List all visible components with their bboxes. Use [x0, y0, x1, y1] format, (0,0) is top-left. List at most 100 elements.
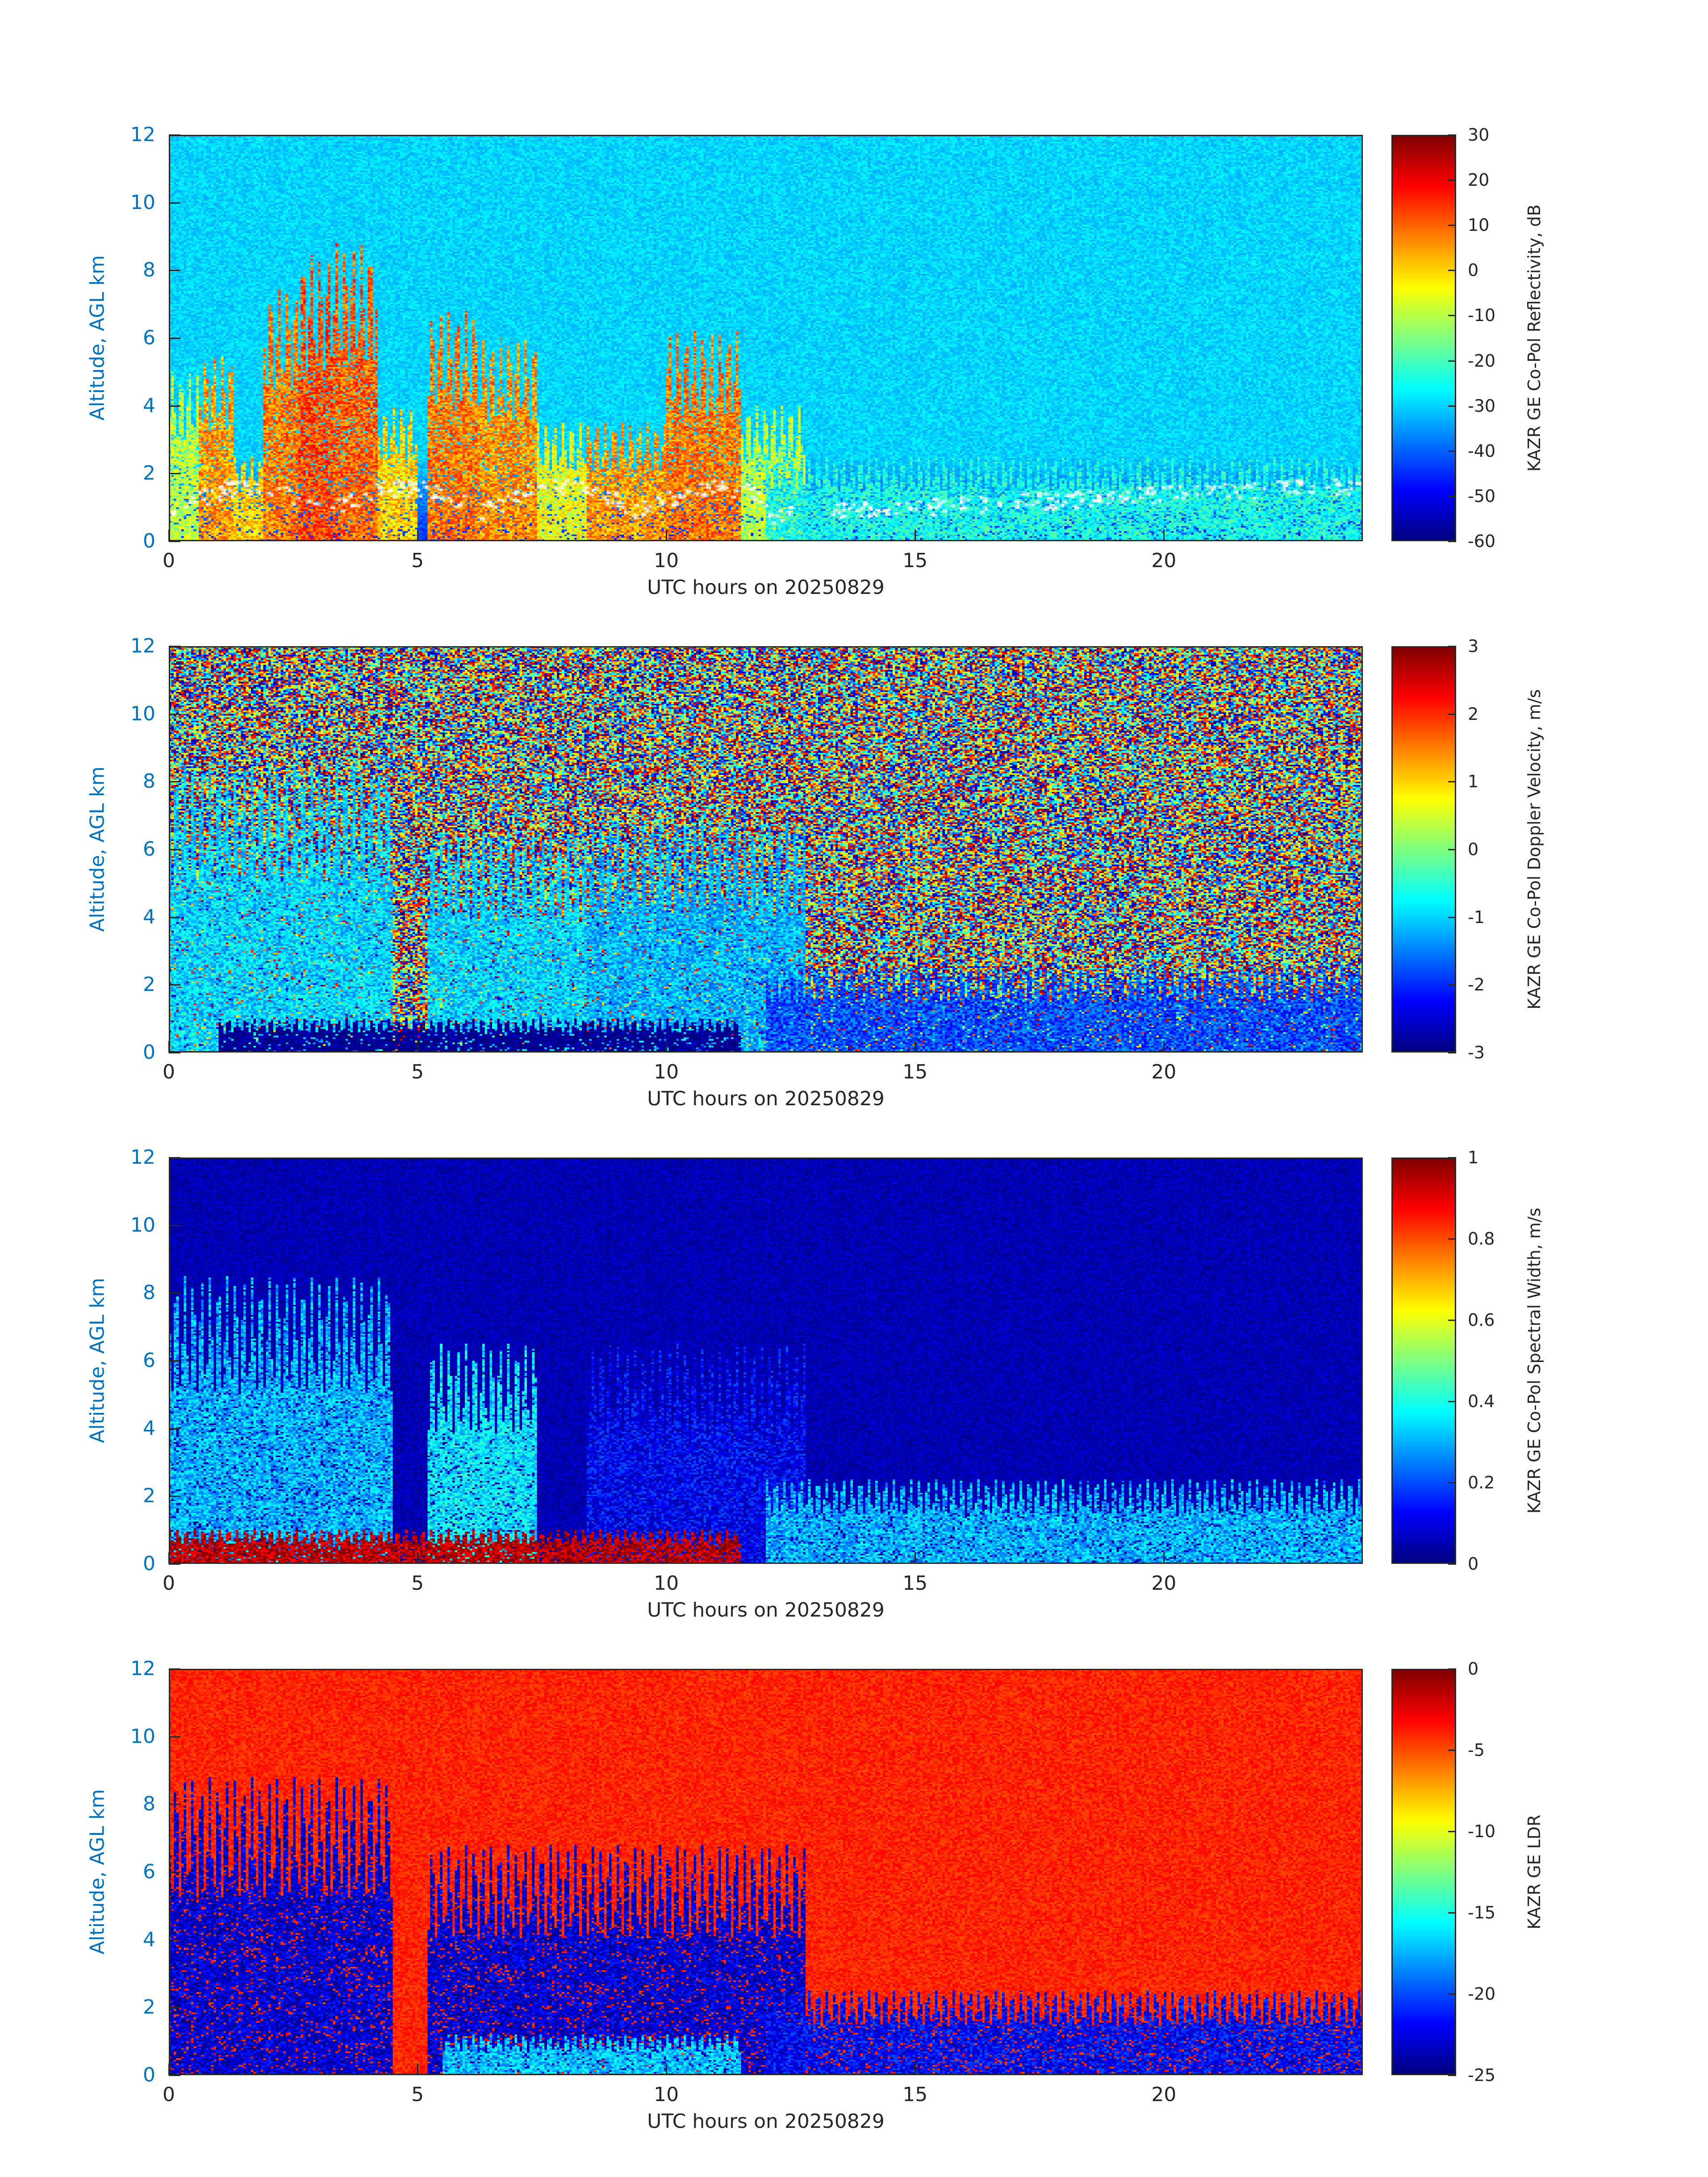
x-tick-label: 0	[163, 1061, 175, 1083]
y-tick-label: 12	[130, 635, 155, 657]
y-tick-mark	[169, 202, 180, 204]
x-tick-mark	[1163, 530, 1165, 541]
x-tick-mark	[1163, 2064, 1165, 2075]
x-tick-label: 0	[163, 549, 175, 572]
x-tick-mark	[417, 530, 419, 541]
colorbar-tick-label: 0	[1468, 1659, 1479, 1679]
x-tick-mark	[417, 1552, 419, 1564]
heatmap-image	[169, 1669, 1363, 2075]
x-tick-label: 0	[163, 1572, 175, 1595]
colorbar	[1391, 646, 1456, 1053]
y-tick-mark	[169, 1668, 180, 1670]
colorbar-tick-label: 0	[1468, 260, 1479, 280]
y-tick-label: 4	[143, 394, 155, 417]
colorbar	[1391, 1157, 1456, 1564]
x-tick-label: 15	[902, 549, 928, 572]
x-tick-mark	[417, 1041, 419, 1053]
colorbar-tick-label: -60	[1468, 531, 1496, 551]
colorbar-tick-mark	[1448, 916, 1456, 918]
colorbar-tick-label: 0	[1468, 840, 1479, 859]
y-tick-mark	[169, 1496, 180, 1497]
y-tick-label: 4	[143, 905, 155, 928]
y-tick-mark	[169, 1563, 180, 1565]
y-tick-mark	[169, 2075, 180, 2076]
colorbar-tick-mark	[1448, 849, 1456, 850]
colorbar-tick-mark	[1448, 1993, 1456, 1995]
colorbar-tick-mark	[1448, 405, 1456, 407]
colorbar-tick-mark	[1448, 450, 1456, 452]
x-tick-label: 15	[902, 2083, 928, 2106]
x-tick-mark	[915, 2064, 916, 2075]
x-tick-mark	[168, 1041, 170, 1053]
y-tick-mark	[169, 1736, 180, 1738]
colorbar-tick-label: -10	[1468, 1822, 1496, 1841]
x-tick-label: 20	[1151, 1572, 1177, 1595]
y-tick-label: 10	[130, 1725, 155, 1748]
y-tick-mark	[169, 2007, 180, 2009]
x-tick-mark	[1163, 1552, 1165, 1564]
colorbar-tick-label: -50	[1468, 486, 1496, 506]
colorbar-tick-mark	[1448, 1668, 1456, 1670]
colorbar-tick-label: 30	[1468, 125, 1490, 145]
colorbar-tick-mark	[1448, 713, 1456, 715]
y-tick-mark	[169, 473, 180, 475]
heatmap-image	[169, 1157, 1363, 1564]
colorbar-tick-mark	[1448, 495, 1456, 497]
y-tick-label: 6	[143, 838, 155, 861]
x-tick-mark	[666, 1041, 668, 1053]
x-tick-mark	[915, 1041, 916, 1053]
y-tick-mark	[169, 338, 180, 339]
colorbar-tick-mark	[1448, 360, 1456, 362]
y-tick-label: 0	[143, 1041, 155, 1064]
y-tick-mark	[169, 405, 180, 407]
y-tick-mark	[169, 1157, 180, 1158]
x-tick-mark	[168, 2064, 170, 2075]
y-tick-label: 10	[130, 191, 155, 214]
y-tick-mark	[169, 134, 180, 136]
x-axis-label: UTC hours on 20250829	[647, 1599, 885, 1621]
colorbar-tick-label: -20	[1468, 1984, 1496, 2004]
x-axis-label: UTC hours on 20250829	[647, 2110, 885, 2133]
y-tick-label: 0	[143, 530, 155, 552]
colorbar-tick-mark	[1448, 1052, 1456, 1053]
y-tick-label: 8	[143, 259, 155, 282]
colorbar	[1391, 135, 1456, 541]
colorbar-tick-mark	[1448, 315, 1456, 317]
colorbar-tick-label: -30	[1468, 396, 1496, 416]
y-tick-label: 2	[143, 1484, 155, 1508]
x-tick-label: 5	[411, 549, 424, 572]
y-tick-label: 10	[130, 702, 155, 725]
y-tick-mark	[169, 1360, 180, 1362]
colorbar-tick-label: 0.2	[1468, 1473, 1495, 1492]
x-tick-mark	[915, 1552, 916, 1564]
y-tick-mark	[169, 984, 180, 986]
x-tick-label: 5	[411, 1572, 424, 1595]
colorbar-tick-mark	[1448, 1320, 1456, 1321]
y-tick-mark	[169, 1872, 180, 1873]
y-tick-label: 12	[130, 123, 155, 146]
heatmap-image	[169, 135, 1363, 541]
colorbar-tick-mark	[1448, 1912, 1456, 1914]
y-tick-mark	[169, 781, 180, 783]
colorbar-tick-mark	[1448, 180, 1456, 181]
colorbar-tick-label: -25	[1468, 2065, 1496, 2085]
colorbar-tick-mark	[1448, 541, 1456, 542]
y-tick-label: 8	[143, 770, 155, 793]
y-tick-mark	[169, 1428, 180, 1429]
y-tick-mark	[169, 1052, 180, 1053]
x-tick-mark	[168, 530, 170, 541]
colorbar-tick-label: -1	[1468, 907, 1485, 927]
colorbar-tick-mark	[1448, 984, 1456, 986]
y-axis-label: Altitude, AGL km	[86, 766, 109, 932]
colorbar-tick-label: -3	[1468, 1043, 1485, 1062]
x-tick-label: 10	[654, 549, 679, 572]
colorbar-tick-label: -5	[1468, 1740, 1485, 1760]
y-tick-label: 4	[143, 1417, 155, 1440]
x-tick-mark	[915, 530, 916, 541]
colorbar-tick-label: 3	[1468, 636, 1479, 656]
colorbar-tick-label: -40	[1468, 441, 1496, 461]
y-tick-label: 4	[143, 1928, 155, 1951]
x-tick-label: 0	[163, 2083, 175, 2106]
y-tick-mark	[169, 1292, 180, 1294]
